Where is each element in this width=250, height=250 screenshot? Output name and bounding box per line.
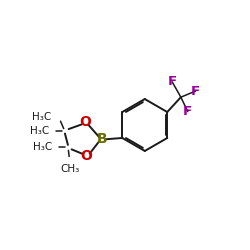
Text: F: F	[168, 75, 177, 88]
Text: F: F	[191, 84, 200, 98]
Text: H₃C: H₃C	[30, 126, 49, 136]
Text: O: O	[80, 149, 92, 163]
Text: H₃C: H₃C	[32, 112, 51, 122]
Text: CH₃: CH₃	[61, 164, 80, 174]
Text: B: B	[97, 132, 108, 146]
Text: F: F	[183, 105, 192, 118]
Text: O: O	[79, 116, 91, 130]
Text: H₃C: H₃C	[32, 142, 52, 152]
